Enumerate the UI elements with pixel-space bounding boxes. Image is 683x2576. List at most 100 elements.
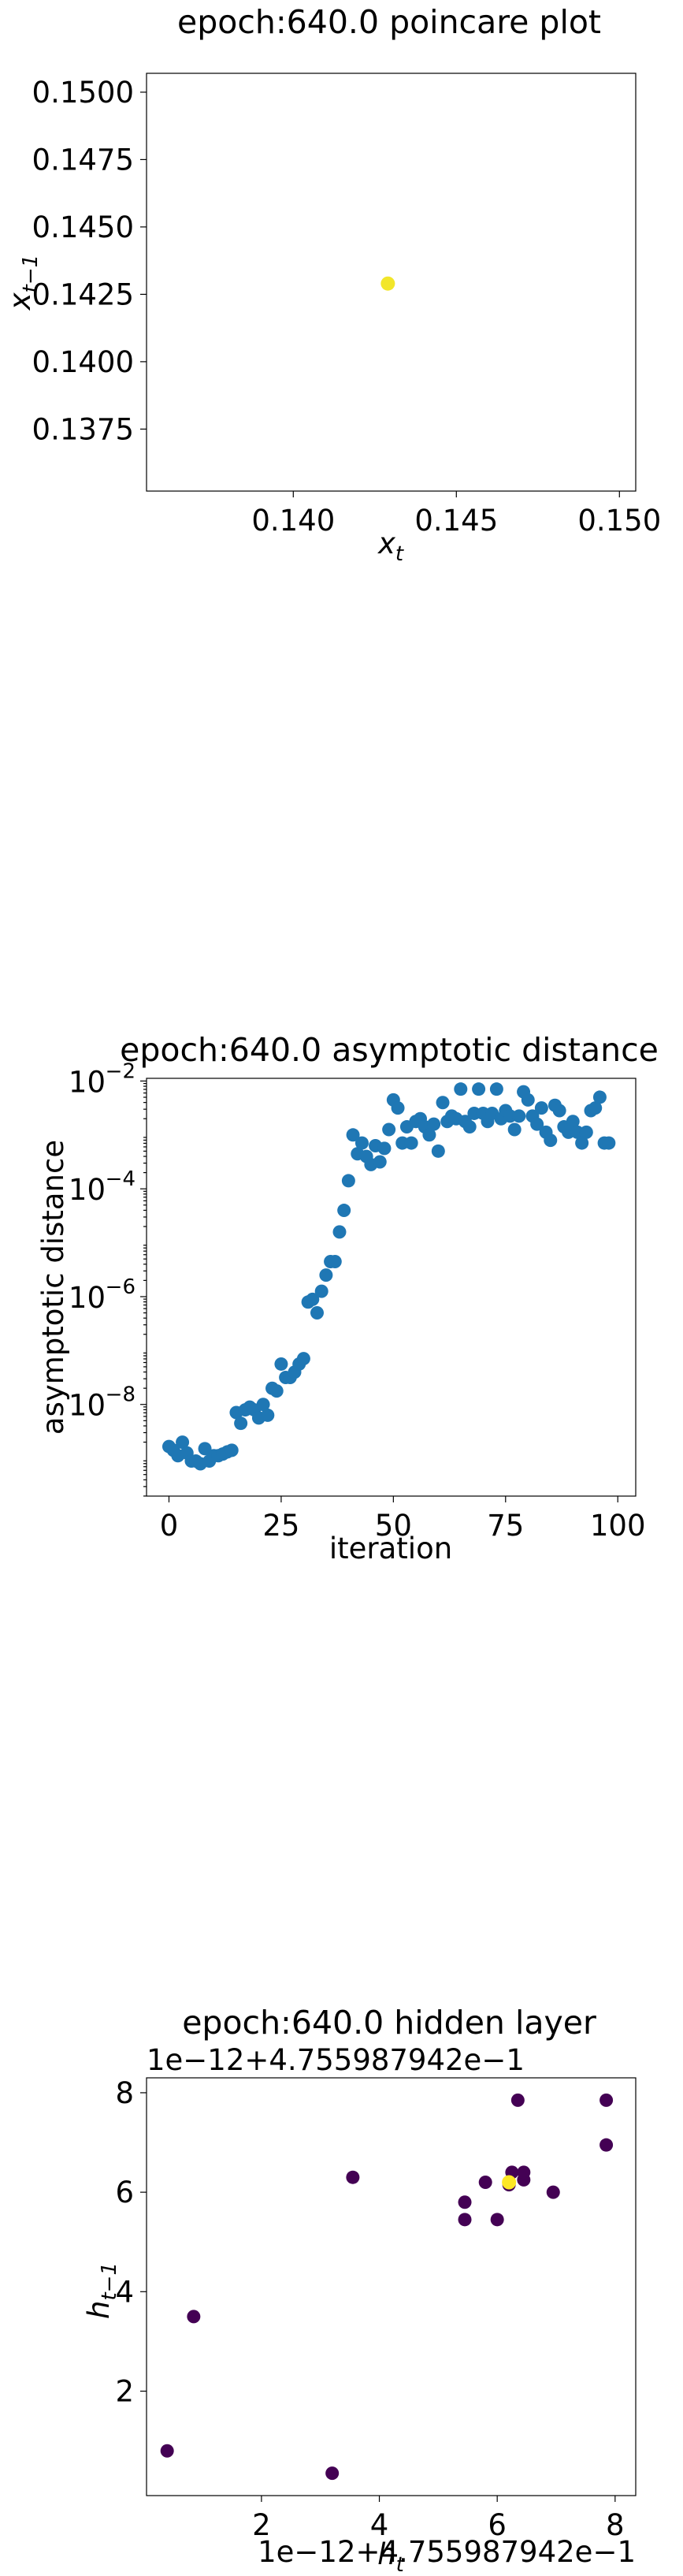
asymptotic-x-tick-label: 50 <box>375 1509 412 1543</box>
hidden-layer-point-6 <box>478 2176 492 2189</box>
asymptotic-point-37 <box>328 1255 342 1269</box>
hidden-layer-x-tick-label: 6 <box>488 2508 507 2542</box>
poincare-y-tick-label: 0.1425 <box>32 277 134 311</box>
poincare-y-tick-label: 0.1450 <box>32 210 134 244</box>
asymptotic-point-48 <box>377 1141 392 1156</box>
hidden-layer-chart: epoch:640.0 hidden layer 1e−12+4.7559879… <box>82 2004 637 2576</box>
asymptotic-axes-frame <box>146 1078 637 1497</box>
hidden-layer-point-7 <box>490 2213 504 2227</box>
poincare-title: epoch:640.0 poincare plot <box>177 3 601 41</box>
asymptotic-point-8 <box>198 1442 212 1456</box>
asymptotic-point-95 <box>588 1101 603 1115</box>
hidden-layer-point-3 <box>346 2170 360 2184</box>
asymptotic-x-tick-label: 0 <box>160 1509 179 1543</box>
asymptotic-point-93 <box>579 1125 593 1139</box>
asymptotic-point-54 <box>404 1136 418 1150</box>
asymptotic-point-30 <box>296 1352 310 1366</box>
hidden-layer-x-tick-label: 8 <box>606 2508 625 2542</box>
asymptotic-point-21 <box>256 1398 270 1412</box>
asymptotic-point-59 <box>427 1117 441 1131</box>
asymptotic-point-65 <box>454 1082 468 1096</box>
poincare-axes-frame <box>146 73 637 492</box>
asymptotic-y-tick-label: 10 <box>69 1065 106 1099</box>
asymptotic-point-69 <box>472 1082 486 1096</box>
hidden-layer-point-12 <box>517 2165 531 2180</box>
hidden-layer-y-tick-label: 6 <box>115 2176 134 2209</box>
asymptotic-y-tick-label: 10 <box>69 1281 106 1315</box>
hidden-layer-point-2 <box>325 2466 340 2481</box>
poincare-y-label: xt−1 <box>3 255 43 311</box>
hidden-layer-y-tick-label: 8 <box>115 2076 134 2110</box>
poincare-x-label: xt <box>377 527 404 566</box>
asymptotic-point-96 <box>592 1090 607 1104</box>
hidden-layer-point-0 <box>160 2444 174 2458</box>
asymptotic-x-label: iteration <box>329 1532 452 1565</box>
asymptotic-point-83 <box>534 1101 548 1115</box>
asymptotic-distance-chart: epoch:640.0 asymptotic distance 0 25 50 75 1… <box>36 1031 659 1565</box>
hidden-layer-point-4 <box>458 2195 472 2209</box>
poincare-chart: epoch:640.0 poincare plot 0.140 0.145 0.15… <box>3 3 661 566</box>
poincare-y-tick-label: 0.1475 <box>32 143 134 177</box>
poincare-point-0 <box>380 276 395 291</box>
asymptotic-point-73 <box>489 1082 503 1096</box>
hidden-layer-point-14 <box>599 2093 614 2107</box>
asymptotic-point-41 <box>346 1128 360 1142</box>
asymptotic-x-tick-label: 75 <box>487 1509 524 1543</box>
asymptotic-title: epoch:640.0 asymptotic distance <box>120 1031 659 1069</box>
asymptotic-point-3 <box>176 1435 190 1450</box>
hidden-layer-point-13 <box>546 2185 560 2199</box>
poincare-x-tick-label: 0.140 <box>251 504 335 538</box>
asymptotic-point-80 <box>521 1093 535 1107</box>
asymptotic-point-14 <box>225 1443 239 1457</box>
asymptotic-point-39 <box>337 1204 351 1218</box>
asymptotic-point-98 <box>602 1136 616 1150</box>
hidden-layer-y-label: ht−1 <box>82 2262 121 2319</box>
asymptotic-y-tick-exponent: −8 <box>106 1383 135 1407</box>
asymptotic-point-34 <box>314 1284 329 1298</box>
asymptotic-point-47 <box>373 1155 387 1169</box>
asymptotic-point-78 <box>512 1109 526 1123</box>
poincare-y-tick-label: 0.1375 <box>32 412 134 446</box>
hidden-layer-point-5 <box>458 2213 472 2227</box>
poincare-x-tick-label: 0.150 <box>577 504 661 538</box>
hidden-layer-point-1 <box>187 2310 201 2324</box>
asymptotic-point-49 <box>382 1122 396 1137</box>
hidden-layer-axes-frame <box>146 2077 637 2496</box>
asymptotic-point-43 <box>354 1136 369 1150</box>
asymptotic-y-tick-label: 10 <box>69 1173 106 1207</box>
asymptotic-point-33 <box>310 1305 324 1320</box>
hidden-layer-highlight-point <box>502 2175 517 2190</box>
asymptotic-point-38 <box>332 1225 347 1239</box>
poincare-y-tick-label: 0.1400 <box>32 345 134 379</box>
asymptotic-point-85 <box>544 1134 558 1148</box>
asymptotic-point-60 <box>431 1144 445 1158</box>
poincare-y-tick-label: 0.1500 <box>32 76 134 110</box>
hidden-layer-x-tick-label: 2 <box>252 2508 271 2542</box>
asymptotic-point-58 <box>422 1128 436 1142</box>
asymptotic-point-92 <box>575 1136 589 1150</box>
asymptotic-point-82 <box>530 1117 544 1131</box>
hidden-layer-title: epoch:640.0 hidden layer <box>182 2004 596 2042</box>
asymptotic-point-32 <box>306 1292 320 1306</box>
hidden-layer-x-tick-label: 4 <box>370 2508 389 2542</box>
asymptotic-x-tick-label: 100 <box>590 1509 646 1543</box>
asymptotic-y-tick-label: 10 <box>69 1389 106 1423</box>
asymptotic-point-35 <box>319 1268 333 1282</box>
asymptotic-point-25 <box>274 1357 288 1371</box>
poincare-x-tick-label: 0.145 <box>414 504 498 538</box>
asymptotic-y-label: asymptotic distance <box>36 1140 70 1435</box>
asymptotic-point-40 <box>341 1174 355 1188</box>
hidden-layer-point-15 <box>599 2138 614 2152</box>
asymptotic-point-24 <box>269 1384 284 1398</box>
hidden-layer-y-offset: 1e−12+4.755987942e−1 <box>147 2043 525 2077</box>
hidden-layer-x-label: ht <box>377 2537 404 2576</box>
asymptotic-x-tick-label: 25 <box>262 1509 299 1543</box>
hidden-layer-y-tick-label: 2 <box>115 2375 134 2409</box>
asymptotic-point-61 <box>436 1096 450 1110</box>
asymptotic-point-87 <box>552 1104 566 1118</box>
asymptotic-point-77 <box>507 1122 522 1137</box>
hidden-layer-x-offset: 1e−12+4.755987942e−1 <box>258 2535 636 2569</box>
asymptotic-y-tick-exponent: −6 <box>106 1275 135 1299</box>
asymptotic-point-67 <box>462 1120 477 1134</box>
asymptotic-y-tick-exponent: −2 <box>106 1059 135 1083</box>
